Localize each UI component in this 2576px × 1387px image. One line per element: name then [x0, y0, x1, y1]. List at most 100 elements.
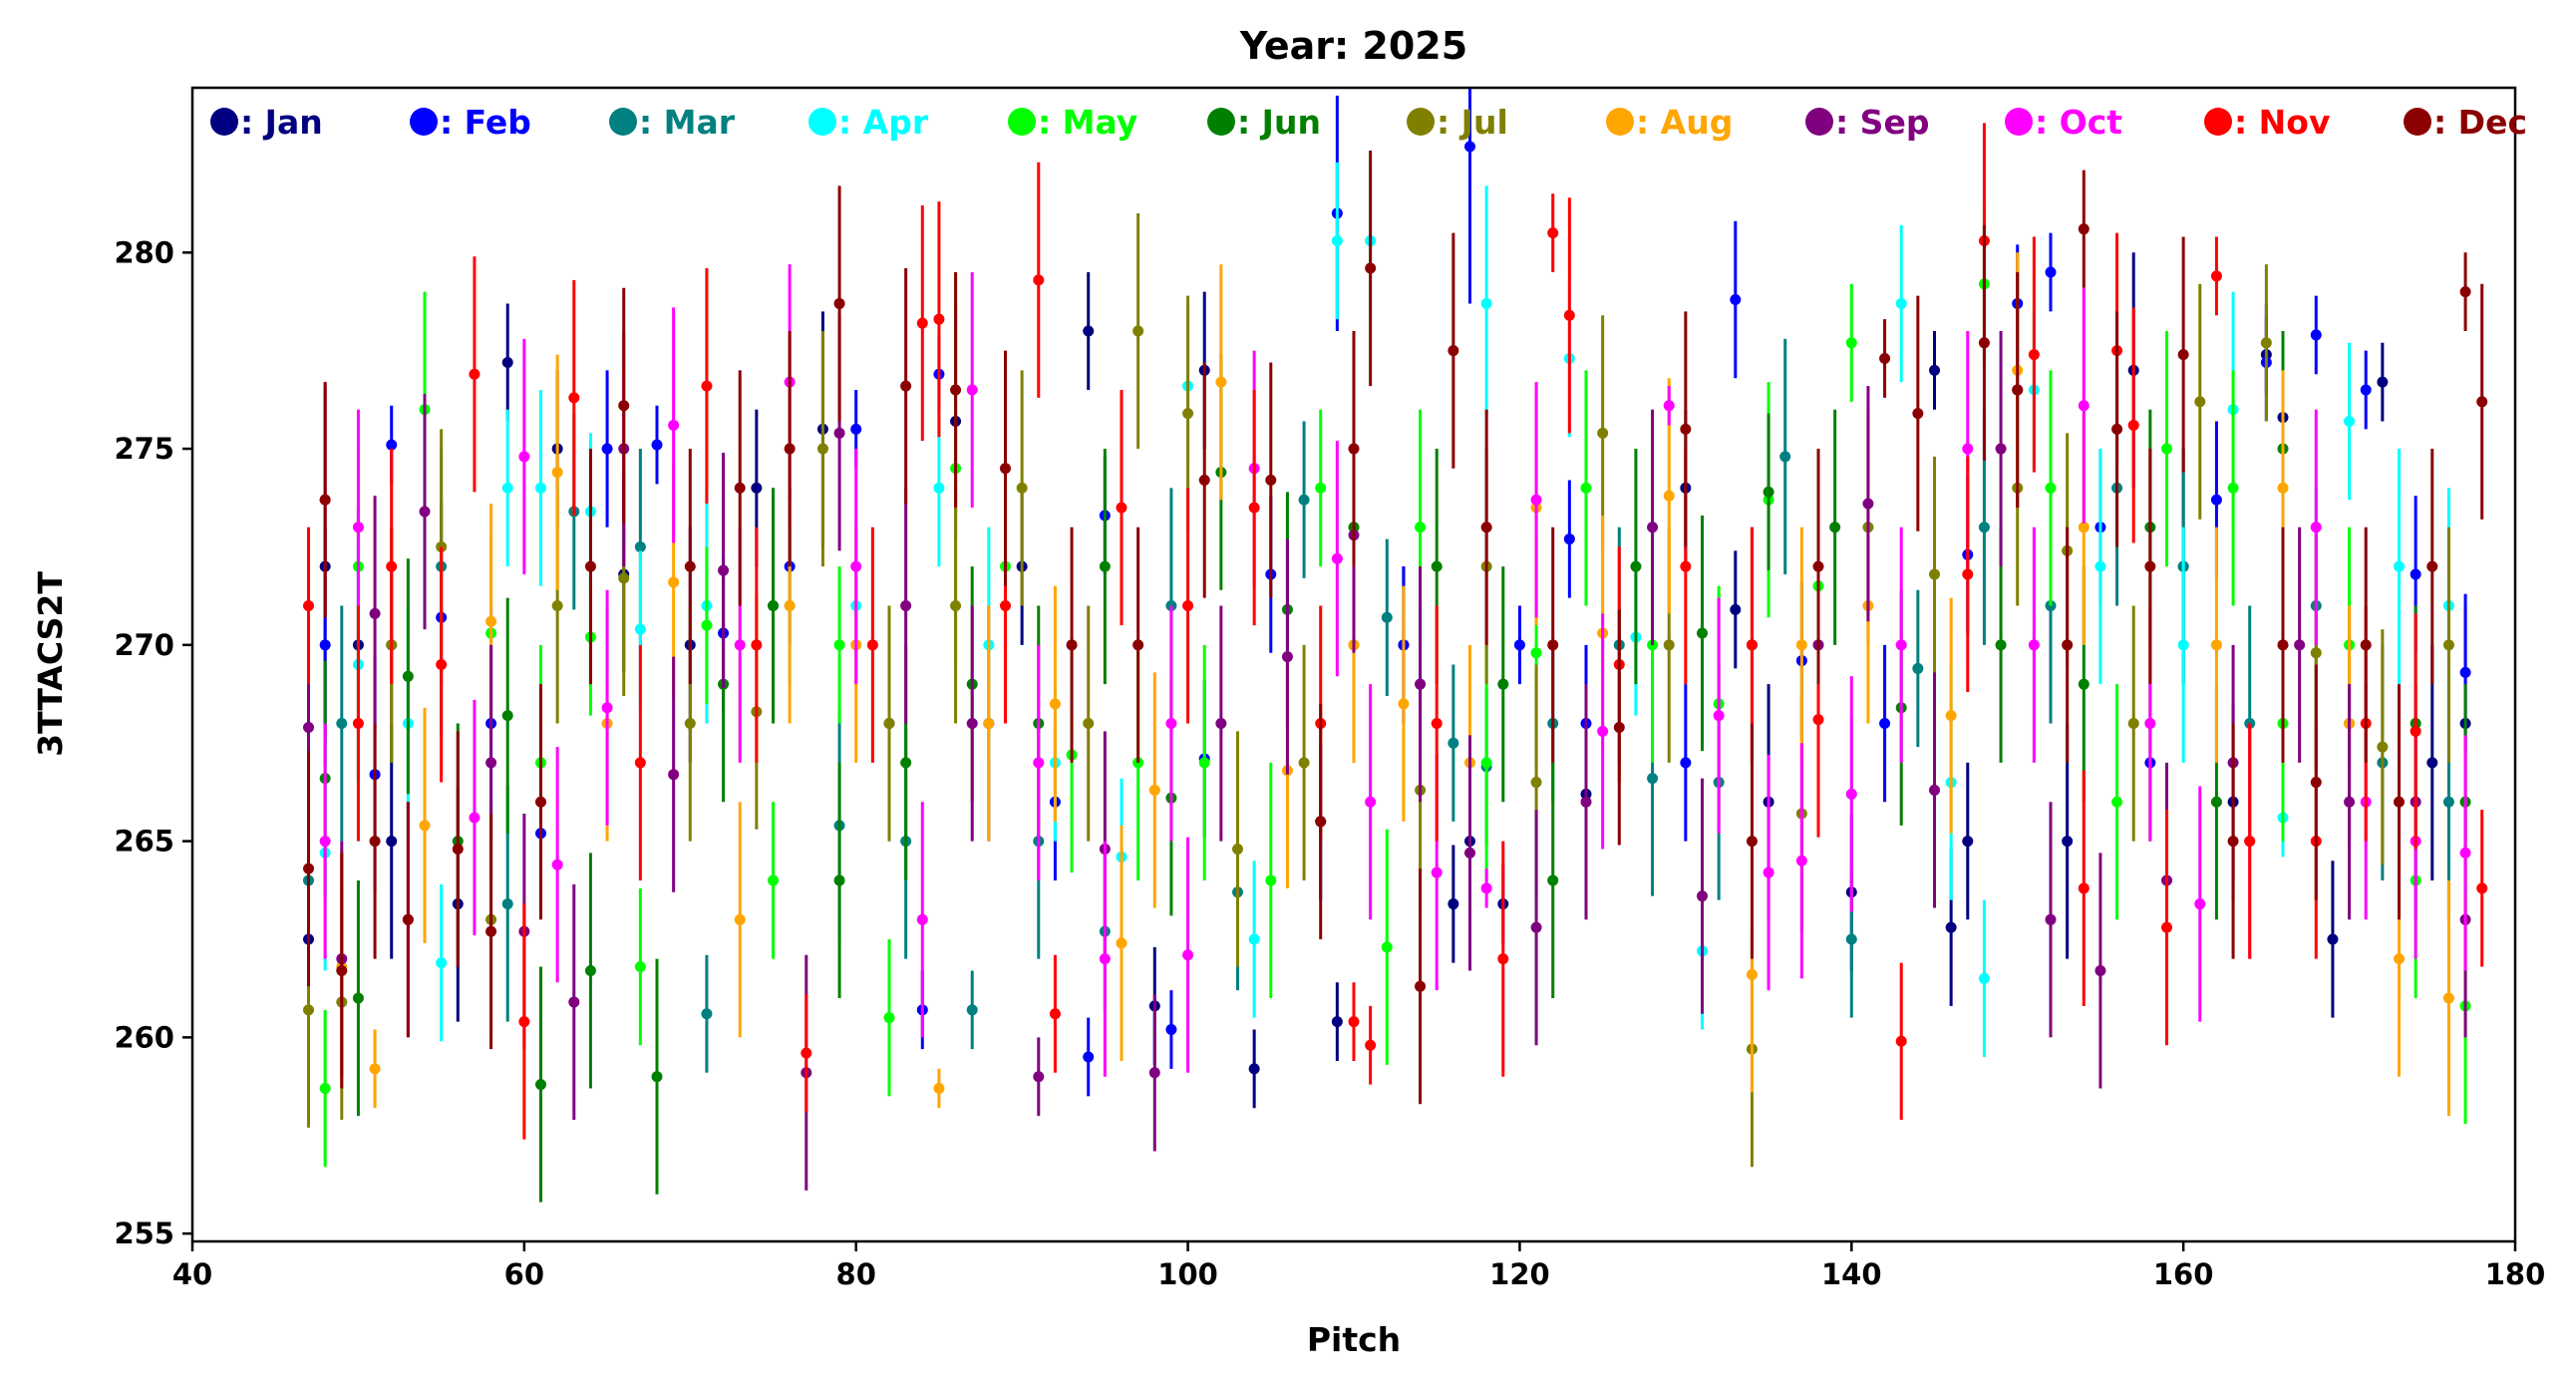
data-point	[2127, 419, 2139, 431]
data-point	[551, 859, 563, 870]
data-point	[2045, 482, 2057, 494]
x-tick-label: 120	[1489, 1257, 1550, 1291]
y-tick-label: 265	[114, 825, 174, 859]
data-point	[1298, 494, 1310, 506]
data-point	[1895, 639, 1907, 651]
data-point	[2260, 337, 2272, 349]
data-point	[816, 443, 828, 455]
data-point	[1945, 710, 1957, 722]
legend-label: : Jul	[1437, 103, 1508, 142]
data-point	[1530, 494, 1542, 506]
data-point	[386, 439, 398, 451]
data-point	[568, 996, 580, 1008]
data-point	[1680, 423, 1692, 435]
data-point	[369, 1063, 381, 1075]
data-point	[618, 572, 630, 584]
data-point	[1348, 443, 1360, 455]
data-point	[485, 615, 497, 627]
data-point	[2426, 560, 2438, 572]
data-point	[1779, 451, 1791, 463]
legend-label: : Jan	[240, 103, 323, 142]
x-tick-label: 60	[504, 1257, 544, 1291]
legend-item-apr: : Apr	[808, 103, 929, 142]
data-point	[1547, 874, 1559, 886]
data-point	[2459, 847, 2471, 859]
data-point	[436, 957, 448, 969]
data-point	[916, 913, 928, 925]
data-point	[1000, 599, 1011, 611]
data-point	[2277, 482, 2289, 494]
data-point	[618, 400, 630, 412]
data-point	[485, 925, 497, 937]
data-point	[1580, 796, 1592, 808]
data-point	[1547, 227, 1559, 239]
legend-item-feb: : Feb	[410, 103, 531, 142]
data-point	[833, 639, 845, 651]
data-point	[883, 1012, 895, 1024]
data-point	[684, 560, 696, 572]
data-point	[419, 506, 431, 518]
data-point	[950, 599, 962, 611]
x-tick-label: 160	[2153, 1257, 2214, 1291]
y-tick-label: 255	[114, 1216, 174, 1250]
data-point	[1895, 1035, 1907, 1047]
data-point	[1663, 490, 1675, 502]
data-point	[751, 639, 763, 651]
data-point	[1530, 921, 1542, 933]
data-point	[933, 313, 945, 325]
data-point	[1929, 568, 1940, 580]
data-point	[651, 1071, 663, 1083]
data-point	[1398, 698, 1410, 710]
data-point	[1929, 364, 1940, 376]
data-point	[2177, 639, 2189, 651]
legend-marker	[1008, 108, 1036, 136]
x-axis: 40 60 80 100 120 140 160 180	[172, 1241, 2545, 1291]
data-point	[2442, 639, 2454, 651]
data-point	[1613, 721, 1625, 733]
legend-label: : Dec	[2433, 103, 2527, 142]
legend-marker	[609, 108, 637, 136]
data-point	[768, 874, 779, 886]
data-point	[2144, 560, 2156, 572]
data-point	[1033, 274, 1045, 286]
data-point	[701, 619, 713, 631]
data-point	[1697, 627, 1708, 639]
data-point	[900, 599, 912, 611]
data-point	[303, 1004, 314, 1016]
data-point	[584, 560, 596, 572]
data-point	[1680, 560, 1692, 572]
data-point	[1083, 1051, 1095, 1063]
data-point	[386, 836, 398, 848]
data-point	[2360, 639, 2372, 651]
data-point	[2078, 223, 2090, 235]
legend-marker	[2005, 108, 2033, 136]
data-point	[1829, 521, 1841, 533]
data-point	[1315, 816, 1327, 828]
legend-item-jan: : Jan	[210, 103, 323, 142]
data-point	[2377, 741, 2389, 753]
data-point	[2459, 666, 2471, 678]
data-point	[1879, 718, 1891, 730]
data-point	[352, 718, 364, 730]
data-point	[2442, 796, 2454, 808]
data-point	[634, 757, 646, 769]
data-point	[1663, 639, 1675, 651]
data-point	[2244, 836, 2256, 848]
legend-label: : Apr	[838, 103, 929, 142]
data-point	[601, 443, 613, 455]
data-point	[336, 964, 348, 976]
data-point	[303, 721, 314, 733]
data-point	[833, 427, 845, 439]
data-point	[1198, 757, 1210, 769]
data-point	[784, 443, 796, 455]
data-point	[1513, 639, 1525, 651]
data-point	[535, 796, 546, 808]
data-point	[2227, 482, 2239, 494]
data-point	[1365, 796, 1377, 808]
data-point	[1132, 639, 1144, 651]
data-point	[1580, 482, 1592, 494]
x-axis-title: Pitch	[1307, 1320, 1401, 1359]
data-point	[402, 670, 414, 682]
data-point	[2210, 270, 2222, 282]
data-point	[1132, 325, 1144, 337]
